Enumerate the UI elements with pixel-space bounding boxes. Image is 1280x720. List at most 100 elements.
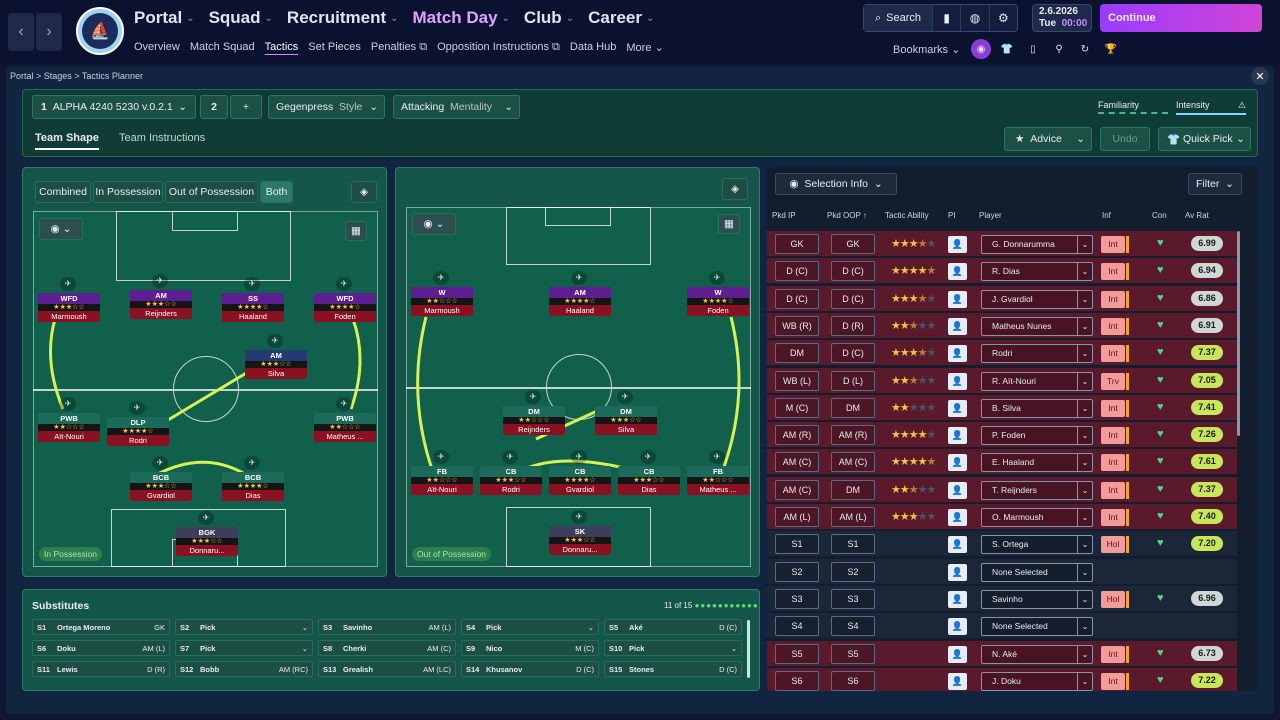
back-button[interactable]: ‹	[8, 13, 34, 51]
visibility-toggle[interactable]: ◉ ⌄	[412, 213, 456, 235]
picked-ip-position[interactable]: S5	[775, 643, 819, 664]
segment-in-possession[interactable]: In Possession	[93, 181, 163, 203]
player-instructions-icon[interactable]: 👤	[948, 427, 967, 445]
player-card[interactable]: ✈ SS ★★★★☆ Haaland	[222, 277, 284, 322]
tab-team-shape[interactable]: Team Shape	[35, 132, 99, 150]
picked-oop-position[interactable]: AM (R)	[831, 425, 875, 446]
picked-oop-position[interactable]: D (C)	[831, 288, 875, 309]
table-row[interactable]: AM (R) AM (R) ★★★★★ 👤 P. Foden ⌄ Int ♥ 7.26	[767, 422, 1237, 448]
player-instructions-icon[interactable]: 👤	[948, 345, 967, 363]
player-card[interactable]: ✈ PWB ★★☆☆☆ Matheus ...	[314, 397, 376, 442]
player-select[interactable]: P. Foden ⌄	[981, 426, 1093, 446]
breadcrumb-portal[interactable]: Portal	[10, 71, 34, 81]
player-card[interactable]: ✈ AM ★★★★☆ Haaland	[549, 271, 611, 316]
mentality-select[interactable]: Attacking Mentality ⌄	[393, 95, 520, 119]
player-instructions-icon[interactable]: 👤	[948, 509, 967, 526]
segment-both[interactable]: Both	[260, 181, 293, 203]
table-scrollbar[interactable]	[1237, 231, 1240, 436]
nav-portal[interactable]: Portal ⌄	[134, 8, 195, 27]
table-row[interactable]: AM (C) AM (C) ★★★★★ 👤 E. Haaland ⌄ Int ♥ 7.61	[767, 449, 1237, 475]
player-select[interactable]: S. Ortega ⌄	[981, 535, 1093, 555]
breadcrumb-stages[interactable]: Stages	[43, 71, 72, 81]
selection-info-dropdown[interactable]: ◉ Selection Info ⌄	[775, 173, 897, 195]
player-card[interactable]: ✈ BCB ★★★☆☆ Gvardiol	[130, 456, 192, 501]
picked-ip-position[interactable]: S4	[775, 616, 819, 637]
subnav-more[interactable]: More ⌄	[626, 42, 664, 54]
player-card[interactable]: ✈ CB ★★★☆☆ Rodri	[480, 450, 542, 495]
style-select[interactable]: Gegenpress Style ⌄	[268, 95, 385, 119]
header-inf[interactable]: Inf	[1102, 211, 1111, 220]
picked-oop-position[interactable]: AM (C)	[831, 452, 875, 473]
undo-button[interactable]: Undo	[1100, 127, 1150, 151]
player-select[interactable]: None Selected ⌄	[981, 617, 1093, 637]
player-instructions-icon[interactable]: 👤	[948, 645, 967, 663]
nav-squad[interactable]: Squad ⌄	[208, 8, 273, 27]
sub-slot[interactable]: S2 Pick ⌄	[175, 619, 313, 635]
subnav-penalties[interactable]: Penalties ⧉	[370, 41, 428, 53]
picked-oop-position[interactable]: DM	[831, 397, 875, 418]
player-card[interactable]: ✈ W ★★★★☆ Foden	[687, 271, 749, 316]
picked-oop-position[interactable]: S6	[831, 670, 875, 691]
sub-slot[interactable]: S12 Bobb AM (RC)	[175, 661, 313, 677]
picked-ip-position[interactable]: WB (R)	[775, 315, 819, 336]
sub-slot[interactable]: S8 Cherki AM (C)	[318, 640, 456, 656]
player-card[interactable]: ✈ BGK ★★★☆☆ Donnaru...	[176, 511, 238, 556]
search-button[interactable]: ⌕ Search	[864, 5, 932, 31]
header-pi[interactable]: PI	[948, 211, 956, 220]
picked-oop-position[interactable]: D (R)	[831, 315, 875, 336]
subs-scrollbar[interactable]	[747, 620, 750, 678]
player-instructions-icon[interactable]: 👤	[948, 263, 967, 281]
picked-oop-position[interactable]: S2	[831, 561, 875, 582]
sub-slot[interactable]: S13 Grealish AM (LC)	[318, 661, 456, 677]
continue-button[interactable]: Continue	[1100, 4, 1262, 32]
picked-oop-position[interactable]: D (L)	[831, 370, 875, 391]
player-card[interactable]: ✈ AM ★★★☆☆ Silva	[245, 334, 307, 379]
sub-slot[interactable]: S15 Stones D (C)	[604, 661, 742, 677]
player-select[interactable]: T. Reijnders ⌄	[981, 480, 1093, 500]
tactic-selector[interactable]: 1 ALPHA 4240 5230 v.0.2.1 ⌄	[32, 95, 196, 119]
intensity-meter[interactable]: Intensity ⚠	[1176, 100, 1246, 115]
table-row[interactable]: S5 S5 👤 N. Aké ⌄ Int ♥ 6.73	[767, 640, 1237, 666]
player-instructions-icon[interactable]: 👤	[948, 563, 967, 581]
picked-ip-position[interactable]: AM (R)	[775, 425, 819, 446]
close-icon[interactable]: ✕	[1251, 67, 1269, 85]
player-select[interactable]: None Selected ⌄	[981, 562, 1093, 582]
player-select[interactable]: G. Donnarumma ⌄	[981, 235, 1093, 254]
player-select[interactable]: Rodri ⌄	[981, 344, 1093, 364]
notification-icon[interactable]: ◉	[971, 39, 991, 59]
player-card[interactable]: ✈ DM ★★☆☆☆ Reijnders	[503, 390, 565, 435]
player-card[interactable]: ✈ DLP ★★★★☆ Rodri	[107, 401, 169, 446]
player-select[interactable]: O. Marmoush ⌄	[981, 508, 1093, 527]
gear-icon[interactable]: ⚙	[988, 5, 1017, 31]
header-con[interactable]: Con	[1152, 211, 1167, 220]
tactic-slot-2[interactable]: 2	[200, 95, 228, 119]
subnav-set-pieces[interactable]: Set Pieces	[308, 41, 361, 53]
picked-oop-position[interactable]: D (C)	[831, 261, 875, 282]
player-instructions-icon[interactable]: 👤	[948, 536, 967, 554]
pitch-settings-icon[interactable]: ◈	[722, 178, 748, 200]
picked-oop-position[interactable]: S4	[831, 616, 875, 637]
picked-ip-position[interactable]: S1	[775, 534, 819, 555]
picked-ip-position[interactable]: AM (L)	[775, 507, 819, 527]
player-card[interactable]: ✈ W ★★☆☆☆ Marmoush	[411, 271, 473, 316]
sub-slot[interactable]: S4 Pick ⌄	[461, 619, 599, 635]
picked-ip-position[interactable]: S3	[775, 588, 819, 609]
picked-ip-position[interactable]: S6	[775, 670, 819, 691]
picked-oop-position[interactable]: DM	[831, 479, 875, 500]
player-instructions-icon[interactable]: 👤	[948, 454, 967, 472]
sub-slot[interactable]: S10 Pick ⌄	[604, 640, 742, 656]
picked-ip-position[interactable]: GK	[775, 234, 819, 254]
nav-recruitment[interactable]: Recruitment ⌄	[286, 8, 399, 27]
nav-club[interactable]: Club ⌄	[523, 8, 575, 27]
table-row[interactable]: S3 S3 👤 Savinho ⌄ Hol ♥ 6.96	[767, 585, 1237, 611]
player-card[interactable]: ✈ PWB ★★☆☆☆ Aït-Nouri	[38, 397, 100, 442]
subnav-opposition[interactable]: Opposition Instructions ⧉	[437, 41, 560, 53]
sub-slot[interactable]: S9 Nico M (C)	[461, 640, 599, 656]
player-select[interactable]: E. Haaland ⌄	[981, 453, 1093, 473]
header-tactic-ability[interactable]: Tactic Ability	[885, 211, 929, 220]
player-card[interactable]: ✈ FB ★★☆☆☆ Matheus ...	[687, 450, 749, 495]
table-row[interactable]: S4 S4 👤 None Selected ⌄	[767, 613, 1237, 639]
add-tactic-button[interactable]: +	[230, 95, 262, 119]
player-select[interactable]: R. Dias ⌄	[981, 262, 1093, 282]
picked-oop-position[interactable]: S1	[831, 534, 875, 555]
